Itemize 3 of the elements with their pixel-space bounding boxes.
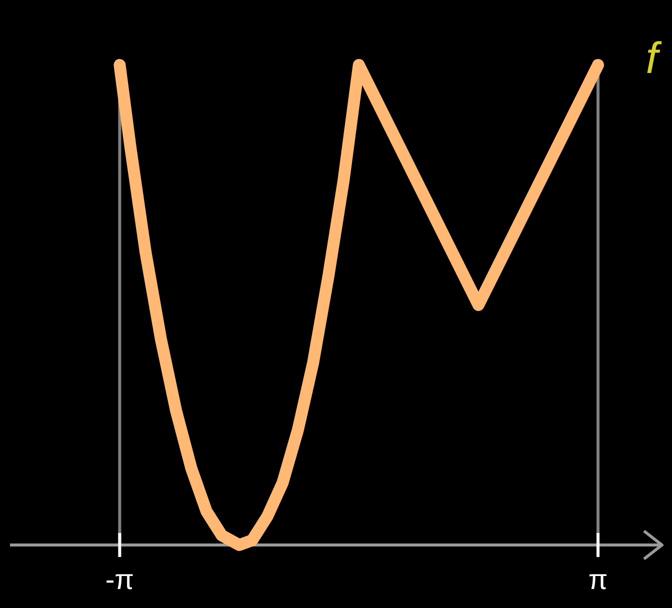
x-tick-label: -π [105, 564, 134, 595]
x-tick-label: π [588, 564, 608, 595]
annotation: f [646, 34, 663, 83]
